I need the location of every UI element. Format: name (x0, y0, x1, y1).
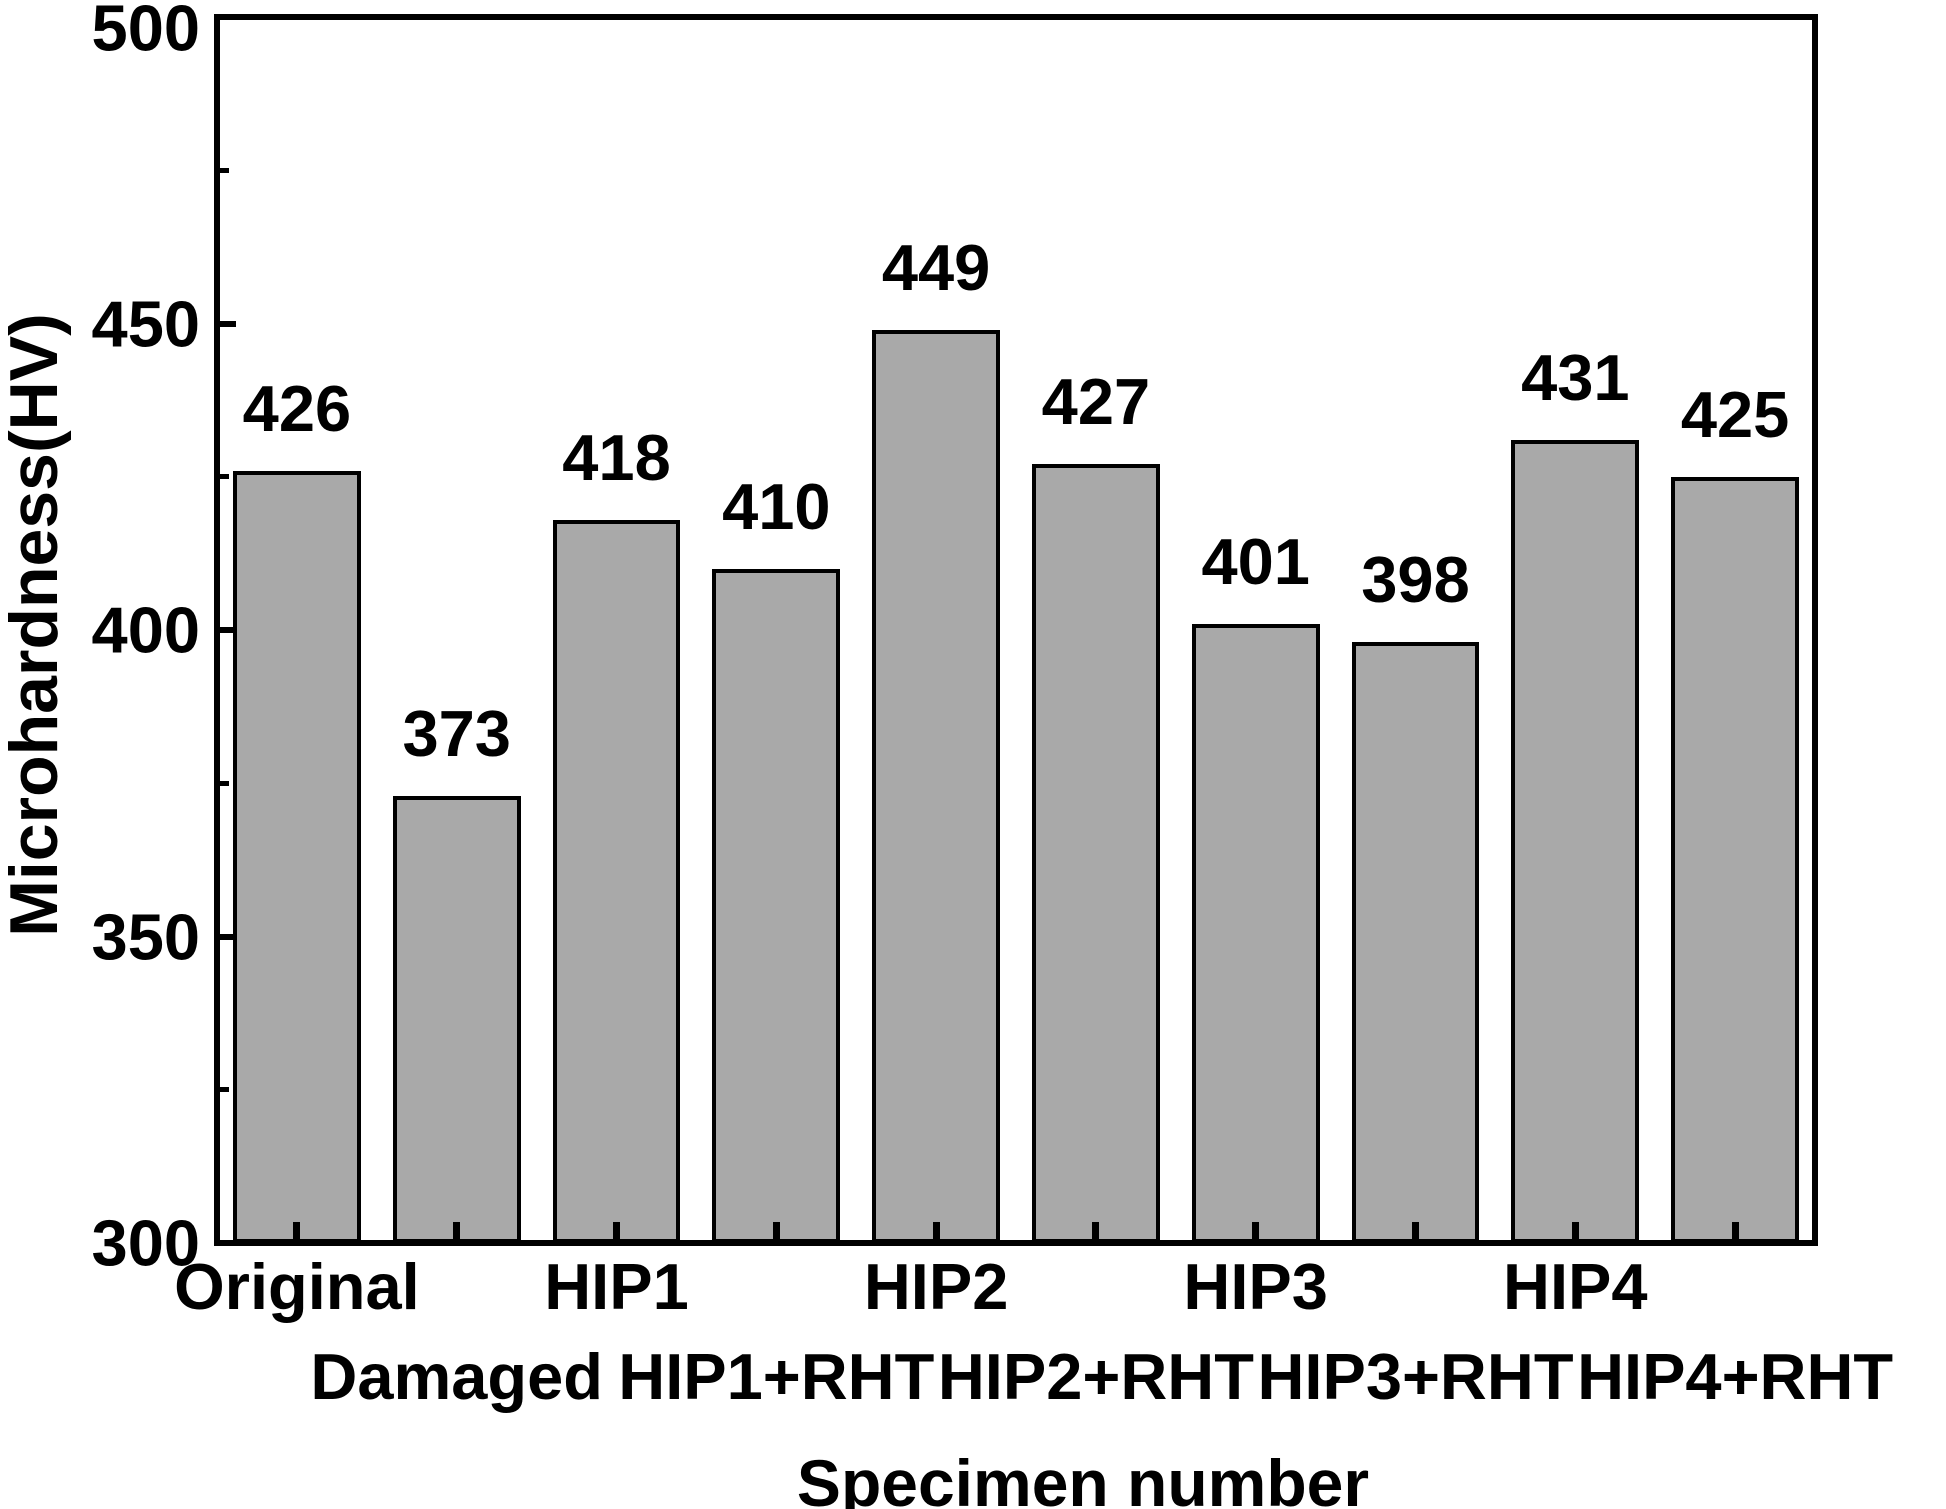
x-tick (1571, 1222, 1579, 1240)
bar (1671, 476, 1799, 1243)
x-tick-label: HIP1 (544, 1250, 689, 1323)
bar (712, 568, 841, 1243)
x-tick (1092, 1222, 1100, 1240)
x-tick-label: HIP2+RHT (937, 1340, 1254, 1413)
y-tick-label: 300 (91, 1206, 200, 1280)
y-tick-label: 350 (91, 900, 200, 973)
x-tick (1731, 1222, 1739, 1240)
y-tick-label: 400 (91, 593, 200, 667)
y-minor-tick (220, 780, 229, 786)
x-tick (453, 1222, 461, 1240)
x-tick-label: Original (174, 1250, 420, 1323)
bar (872, 329, 1000, 1243)
y-major-tick (220, 627, 236, 633)
x-tick (1412, 1222, 1419, 1240)
axis-spine-top (214, 14, 1818, 20)
bar-value-label: 418 (562, 420, 671, 494)
y-major-tick (220, 320, 236, 327)
bar (232, 470, 361, 1243)
y-major-tick (220, 933, 236, 940)
axis-spine-right (1812, 14, 1818, 1246)
x-tick-label: HIP1+RHT (618, 1340, 935, 1413)
bar-value-label: 425 (1680, 377, 1790, 451)
bar-value-label: 427 (1041, 365, 1151, 439)
x-tick-label: HIP3 (1183, 1250, 1328, 1323)
x-tick (932, 1222, 940, 1240)
bar-value-label: 449 (881, 230, 991, 304)
x-tick-label: HIP4 (1503, 1250, 1648, 1323)
y-minor-tick (220, 474, 229, 480)
x-tick-label: HIP2 (863, 1250, 1009, 1323)
x-tick-label: HIP4+RHT (1577, 1340, 1894, 1413)
x-axis-title: Specimen number (796, 1446, 1370, 1509)
bar-value-label: 373 (402, 696, 511, 770)
axis-spine-left (214, 14, 220, 1246)
bar (552, 519, 681, 1243)
x-tick-label: HIP3+RHT (1257, 1340, 1574, 1413)
bar (1031, 464, 1160, 1243)
bar-value-label: 426 (242, 371, 352, 445)
bar-value-label: 410 (722, 469, 831, 543)
x-tick (293, 1222, 301, 1240)
x-tick (1252, 1222, 1260, 1240)
axis-spine-bottom (214, 1240, 1818, 1246)
x-tick (772, 1222, 780, 1240)
x-tick (613, 1222, 620, 1240)
y-minor-tick (220, 1087, 229, 1093)
bar (1191, 623, 1320, 1243)
y-minor-tick (220, 167, 229, 173)
bar-value-label: 401 (1201, 524, 1310, 598)
bar (1351, 642, 1480, 1243)
bar-value-label: 398 (1361, 543, 1470, 617)
y-tick-label: 450 (91, 287, 200, 360)
bar (392, 795, 521, 1243)
x-tick-label: Damaged (310, 1340, 603, 1413)
y-tick-label: 500 (91, 0, 200, 65)
bar (1511, 439, 1640, 1243)
bar-value-label: 431 (1521, 340, 1630, 414)
